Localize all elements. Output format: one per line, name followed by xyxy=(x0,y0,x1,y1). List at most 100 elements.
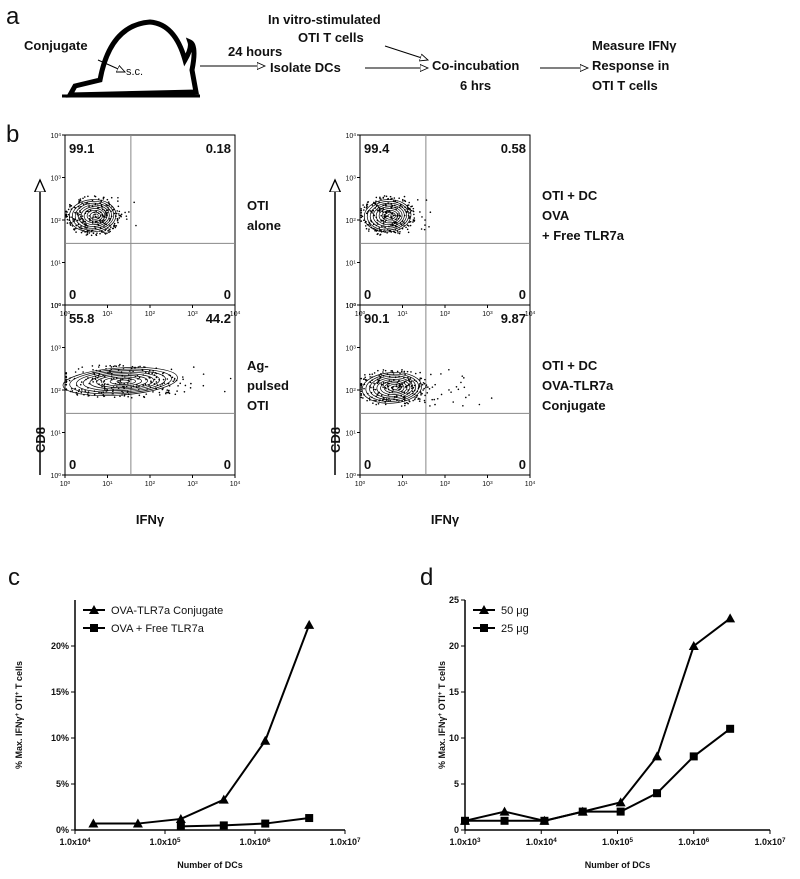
y-tick-label: 101 xyxy=(345,259,356,268)
text-part: 10 xyxy=(50,218,58,225)
y-tick-label: 5% xyxy=(56,779,69,789)
text-part: 10 xyxy=(345,218,353,225)
label: 24 hours xyxy=(228,44,282,59)
marker xyxy=(88,818,99,828)
text-part: 10 xyxy=(60,481,68,488)
text-part: 1 xyxy=(58,259,61,265)
event-dot xyxy=(92,381,94,383)
text-part: 10 xyxy=(50,473,58,480)
event-dot xyxy=(409,377,412,379)
event-dot xyxy=(79,211,82,214)
event-dot xyxy=(383,195,386,197)
y-tick-label: 0% xyxy=(56,825,69,835)
text-part: 10 xyxy=(50,261,58,268)
event-dot xyxy=(413,384,416,387)
event-dot xyxy=(425,199,428,201)
event-dot xyxy=(184,384,187,387)
contour xyxy=(378,208,401,224)
marker xyxy=(653,789,662,798)
event-dot xyxy=(384,226,386,229)
text-part: 10 xyxy=(440,311,448,318)
event-dot xyxy=(420,394,422,396)
event-dot xyxy=(371,373,374,375)
text-part: 2 xyxy=(58,387,61,393)
x-tick-label: 1.0x106 xyxy=(239,837,271,848)
event-dot xyxy=(384,403,387,406)
event-dot xyxy=(119,214,122,217)
event-dot xyxy=(88,232,91,234)
event-dot xyxy=(385,215,388,218)
y-tick-label: 102 xyxy=(345,387,356,396)
event-dot xyxy=(375,196,378,199)
event-dot xyxy=(365,207,368,209)
event-dot xyxy=(107,230,109,232)
event-dot xyxy=(79,217,81,219)
text-part: 1 xyxy=(58,429,61,435)
event-dot xyxy=(165,392,167,395)
event-dot xyxy=(87,195,89,198)
event-dot xyxy=(113,224,116,226)
event-dot xyxy=(384,203,386,206)
label: In vitro-stimulated xyxy=(268,12,381,27)
event-dot xyxy=(122,365,125,367)
marker xyxy=(540,816,549,825)
text-part: 1.0x10 xyxy=(59,837,87,847)
quadrant-value: 0.58 xyxy=(501,141,526,156)
text-part: 10 xyxy=(145,481,153,488)
event-dot xyxy=(365,212,368,215)
event-dot xyxy=(409,212,411,214)
x-axis-label: IFNγ xyxy=(431,512,460,527)
x-tick-label: 1.0x104 xyxy=(59,837,91,848)
event-dot xyxy=(364,378,367,381)
event-dot xyxy=(383,214,386,216)
text-part: 7 xyxy=(782,837,786,844)
event-dot xyxy=(96,396,99,398)
event-dot xyxy=(158,394,161,396)
event-dot xyxy=(107,201,110,203)
event-dot xyxy=(422,389,424,391)
event-dot xyxy=(424,401,426,404)
event-dot xyxy=(363,387,365,390)
event-dot xyxy=(95,210,97,213)
event-dot xyxy=(125,215,128,217)
text-part: 0 xyxy=(363,480,366,486)
event-dot xyxy=(109,364,111,367)
event-dot xyxy=(120,215,122,218)
event-dot xyxy=(113,212,116,215)
text-part: 4 xyxy=(353,132,356,138)
event-dot xyxy=(380,229,382,232)
quadrant-value: 0 xyxy=(224,457,231,472)
event-dot xyxy=(399,230,401,233)
y-tick-label: 104 xyxy=(345,302,356,311)
marker xyxy=(688,641,699,650)
text-part: 10 xyxy=(345,261,353,268)
y-tick-label: 103 xyxy=(50,174,61,183)
event-dot xyxy=(362,204,364,206)
event-dot xyxy=(128,211,130,213)
event-dot xyxy=(431,398,433,401)
text-part: 2 xyxy=(448,310,451,316)
contour xyxy=(109,378,136,385)
event-dot xyxy=(418,400,421,402)
text-part: 4 xyxy=(238,310,241,316)
event-dot xyxy=(155,381,158,383)
x-tick-label: 100 xyxy=(355,310,366,319)
sample-label: OTI xyxy=(247,398,269,413)
event-dot xyxy=(463,386,466,389)
text-part: 10 xyxy=(397,311,405,318)
text-part: % Max. IFNγ xyxy=(437,716,447,769)
contour xyxy=(391,385,399,390)
event-dot xyxy=(434,403,436,406)
event-dot xyxy=(380,214,383,217)
event-dot xyxy=(65,214,68,216)
text-part: 0 xyxy=(68,310,71,316)
event-dot xyxy=(82,371,84,373)
event-dot xyxy=(404,200,407,203)
event-dot xyxy=(117,200,119,202)
event-dot xyxy=(86,233,89,236)
y-tick-label: 102 xyxy=(345,217,356,226)
event-dot xyxy=(110,226,112,228)
event-dot xyxy=(420,377,423,380)
event-dot xyxy=(366,201,369,203)
text-part: 5 xyxy=(630,837,634,844)
